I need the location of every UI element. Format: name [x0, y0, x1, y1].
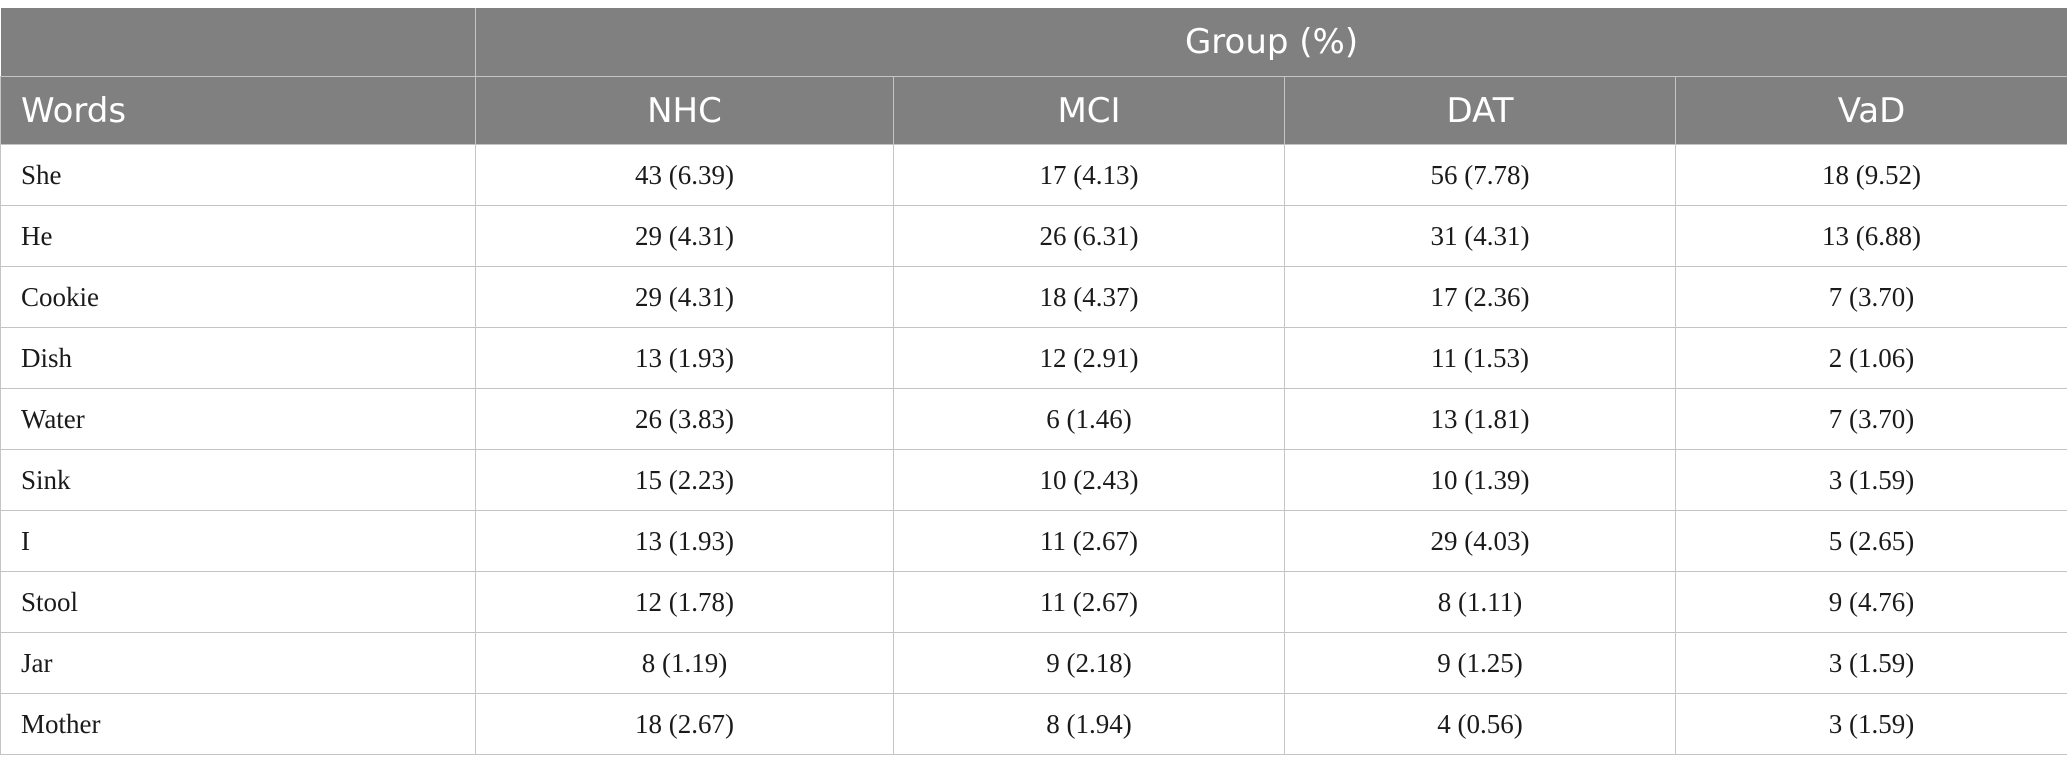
cell-vad: 7 (3.70): [1674, 266, 2067, 328]
table-header: Group (%) Words NHC MCI DAT VaD: [0, 8, 2067, 145]
cell-vad: 9 (4.76): [1674, 571, 2067, 633]
cell-nhc: 15 (2.23): [475, 449, 894, 511]
cell-nhc: 18 (2.67): [475, 693, 894, 755]
table-row: Jar 8 (1.19) 9 (2.18) 9 (1.25) 3 (1.59): [0, 632, 2067, 694]
column-header-words: Words: [0, 76, 476, 145]
word-frequency-table-container: Group (%) Words NHC MCI DAT VaD She 43 (6…: [0, 8, 2067, 755]
cell-mci: 26 (6.31): [893, 205, 1285, 267]
word-frequency-table: Group (%) Words NHC MCI DAT VaD She 43 (6…: [0, 8, 2067, 755]
cell-nhc: 12 (1.78): [475, 571, 894, 633]
cell-vad: 3 (1.59): [1674, 693, 2067, 755]
cell-mci: 12 (2.91): [893, 327, 1285, 389]
cell-mci: 18 (4.37): [893, 266, 1285, 328]
cell-dat: 10 (1.39): [1284, 449, 1676, 511]
cell-mci: 6 (1.46): [893, 388, 1285, 450]
cell-word: Jar: [0, 632, 476, 694]
cell-mci: 8 (1.94): [893, 693, 1285, 755]
cell-nhc: 26 (3.83): [475, 388, 894, 450]
cell-dat: 17 (2.36): [1284, 266, 1676, 328]
cell-word: Sink: [0, 449, 476, 511]
column-header-dat: DAT: [1284, 76, 1676, 145]
cell-nhc: 43 (6.39): [475, 144, 894, 206]
cell-vad: 13 (6.88): [1674, 205, 2067, 267]
cell-nhc: 29 (4.31): [475, 266, 894, 328]
column-header-vad: VaD: [1674, 76, 2067, 145]
column-header-row: Words NHC MCI DAT VaD: [0, 76, 2067, 145]
cell-dat: 11 (1.53): [1284, 327, 1676, 389]
cell-dat: 9 (1.25): [1284, 632, 1676, 694]
cell-word: Mother: [0, 693, 476, 755]
cell-word: I: [0, 510, 476, 572]
cell-mci: 11 (2.67): [893, 510, 1285, 572]
cell-dat: 8 (1.11): [1284, 571, 1676, 633]
cell-mci: 17 (4.13): [893, 144, 1285, 206]
column-header-nhc: NHC: [475, 76, 894, 145]
column-header-mci: MCI: [893, 76, 1285, 145]
table-row: Sink 15 (2.23) 10 (2.43) 10 (1.39) 3 (1.59): [0, 449, 2067, 511]
cell-word: Stool: [0, 571, 476, 633]
cell-word: Cookie: [0, 266, 476, 328]
cell-nhc: 8 (1.19): [475, 632, 894, 694]
cell-nhc: 13 (1.93): [475, 510, 894, 572]
table-body: She 43 (6.39) 17 (4.13) 56 (7.78) 18 (9.52) H…: [0, 144, 2067, 755]
table-row: Cookie 29 (4.31) 18 (4.37) 17 (2.36) 7 (3.70…: [0, 266, 2067, 328]
cell-vad: 2 (1.06): [1674, 327, 2067, 389]
table-row: Water 26 (3.83) 6 (1.46) 13 (1.81) 7 (3.70): [0, 388, 2067, 450]
cell-mci: 10 (2.43): [893, 449, 1285, 511]
cell-word: Dish: [0, 327, 476, 389]
cell-nhc: 29 (4.31): [475, 205, 894, 267]
cell-vad: 7 (3.70): [1674, 388, 2067, 450]
cell-vad: 3 (1.59): [1674, 449, 2067, 511]
cell-word: She: [0, 144, 476, 206]
table-row: Dish 13 (1.93) 12 (2.91) 11 (1.53) 2 (1.06): [0, 327, 2067, 389]
group-header-row: Group (%): [0, 8, 2067, 77]
header-blank-cell: [0, 8, 476, 77]
cell-word: He: [0, 205, 476, 267]
cell-word: Water: [0, 388, 476, 450]
cell-dat: 31 (4.31): [1284, 205, 1676, 267]
group-header: Group (%): [474, 8, 2067, 77]
table-row: He 29 (4.31) 26 (6.31) 31 (4.31) 13 (6.88): [0, 205, 2067, 267]
cell-dat: 13 (1.81): [1284, 388, 1676, 450]
cell-mci: 9 (2.18): [893, 632, 1285, 694]
cell-vad: 3 (1.59): [1674, 632, 2067, 694]
table-row: Stool 12 (1.78) 11 (2.67) 8 (1.11) 9 (4.76): [0, 571, 2067, 633]
table-row: She 43 (6.39) 17 (4.13) 56 (7.78) 18 (9.52): [0, 144, 2067, 206]
table-row: Mother 18 (2.67) 8 (1.94) 4 (0.56) 3 (1.59): [0, 693, 2067, 755]
cell-dat: 56 (7.78): [1284, 144, 1676, 206]
cell-vad: 18 (9.52): [1674, 144, 2067, 206]
cell-mci: 11 (2.67): [893, 571, 1285, 633]
cell-dat: 29 (4.03): [1284, 510, 1676, 572]
cell-vad: 5 (2.65): [1674, 510, 2067, 572]
cell-dat: 4 (0.56): [1284, 693, 1676, 755]
table-row: I 13 (1.93) 11 (2.67) 29 (4.03) 5 (2.65): [0, 510, 2067, 572]
cell-nhc: 13 (1.93): [475, 327, 894, 389]
